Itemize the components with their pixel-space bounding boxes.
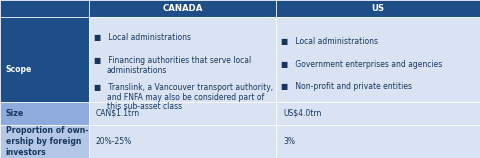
Text: ■   Translink, a Vancouver transport authority,: ■ Translink, a Vancouver transport autho… [94,83,273,92]
Text: Proportion of own-
ership by foreign
investors: Proportion of own- ership by foreign inv… [6,126,88,157]
Text: US$4.0trn: US$4.0trn [283,109,322,118]
Text: ■   Government enterprises and agencies: ■ Government enterprises and agencies [281,60,442,69]
Text: ■   Local administrations: ■ Local administrations [281,37,378,46]
Text: US: US [372,4,384,13]
Text: ■   Financing authorities that serve local: ■ Financing authorities that serve local [94,56,251,65]
Text: this sub-asset class: this sub-asset class [107,102,182,111]
Text: and FNFA may also be considered part of: and FNFA may also be considered part of [107,93,264,102]
Text: Size: Size [6,109,24,118]
Bar [276,125,480,158]
Text: Scope: Scope [6,65,32,74]
Text: CAN$1.1trn: CAN$1.1trn [96,109,140,118]
Bar [276,0,480,17]
Text: 20%-25%: 20%-25% [96,137,132,146]
Text: 3%: 3% [283,137,295,146]
Text: CANADA: CANADA [162,4,203,13]
Text: ■   Non-profit and private entities: ■ Non-profit and private entities [281,82,412,91]
Bar [0,0,89,17]
Bar [89,125,276,158]
Bar [89,0,276,17]
Bar [276,102,480,125]
Text: ■   Local administrations: ■ Local administrations [94,33,191,42]
Bar [0,102,89,125]
Bar [89,102,276,125]
Bar [89,17,276,102]
Bar [0,17,89,102]
Bar [276,17,480,102]
Text: administrations: administrations [107,66,167,75]
Bar [0,125,89,158]
